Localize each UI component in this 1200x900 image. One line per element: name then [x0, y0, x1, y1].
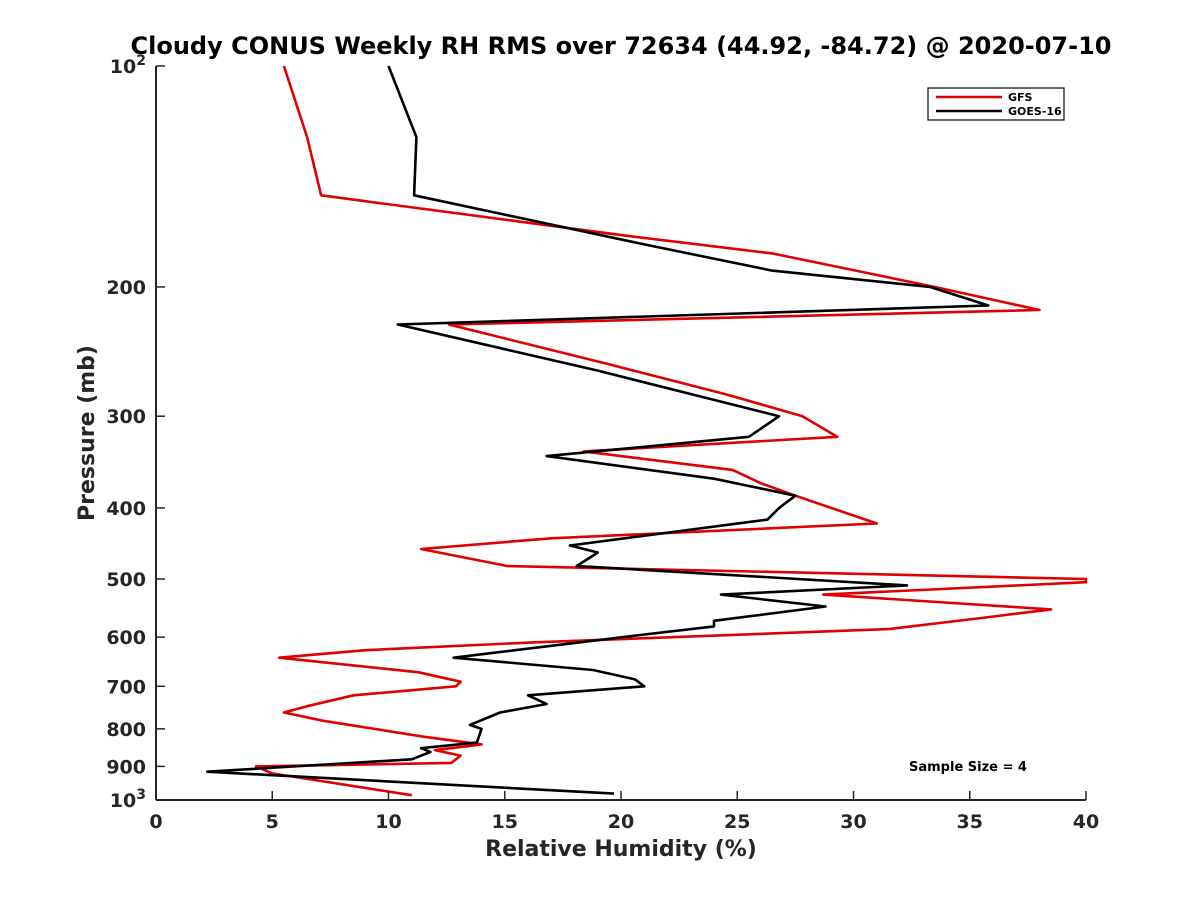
y-axis-label: Pressure (mb) — [75, 345, 100, 521]
chart-title: Cloudy CONUS Weekly RH RMS over 72634 (4… — [131, 32, 1112, 60]
y-tick-label: 800 — [106, 719, 146, 741]
y-tick-label: 700 — [106, 676, 146, 698]
legend: GFS GOES-16 — [927, 87, 1065, 121]
legend-label-gfs: GFS — [1008, 91, 1033, 104]
legend-label-goes-16: GOES-16 — [1008, 105, 1062, 118]
x-tick-label: 5 — [266, 811, 279, 833]
x-tick-label: 15 — [492, 811, 518, 833]
x-tick-label: 0 — [149, 811, 162, 833]
legend-box — [927, 87, 1065, 121]
plot-area — [156, 66, 1086, 800]
x-tick-label: 40 — [1073, 811, 1099, 833]
y-tick-label: 500 — [106, 569, 146, 591]
x-axis-ticks: 0 5 10 15 20 25 30 35 40 — [149, 791, 1099, 833]
y-tick-label: 400 — [106, 498, 146, 520]
y-tick-label: 600 — [106, 627, 146, 649]
y-tick-label: 300 — [106, 406, 146, 428]
x-tick-label: 25 — [724, 811, 750, 833]
x-axis-label: Relative Humidity (%) — [485, 837, 757, 862]
series-line-gfs — [254, 65, 1088, 797]
y-tick-label: 900 — [106, 756, 146, 778]
x-tick-label: 10 — [375, 811, 401, 833]
sample-size-annotation: Sample Size = 4 — [909, 760, 1027, 775]
x-tick-label: 35 — [957, 811, 983, 833]
series-layer — [205, 65, 1088, 797]
x-tick-label: 30 — [840, 811, 866, 833]
x-tick-label: 20 — [608, 811, 634, 833]
series-line-goes-16 — [205, 65, 990, 795]
y-tick-label: 200 — [106, 277, 146, 299]
